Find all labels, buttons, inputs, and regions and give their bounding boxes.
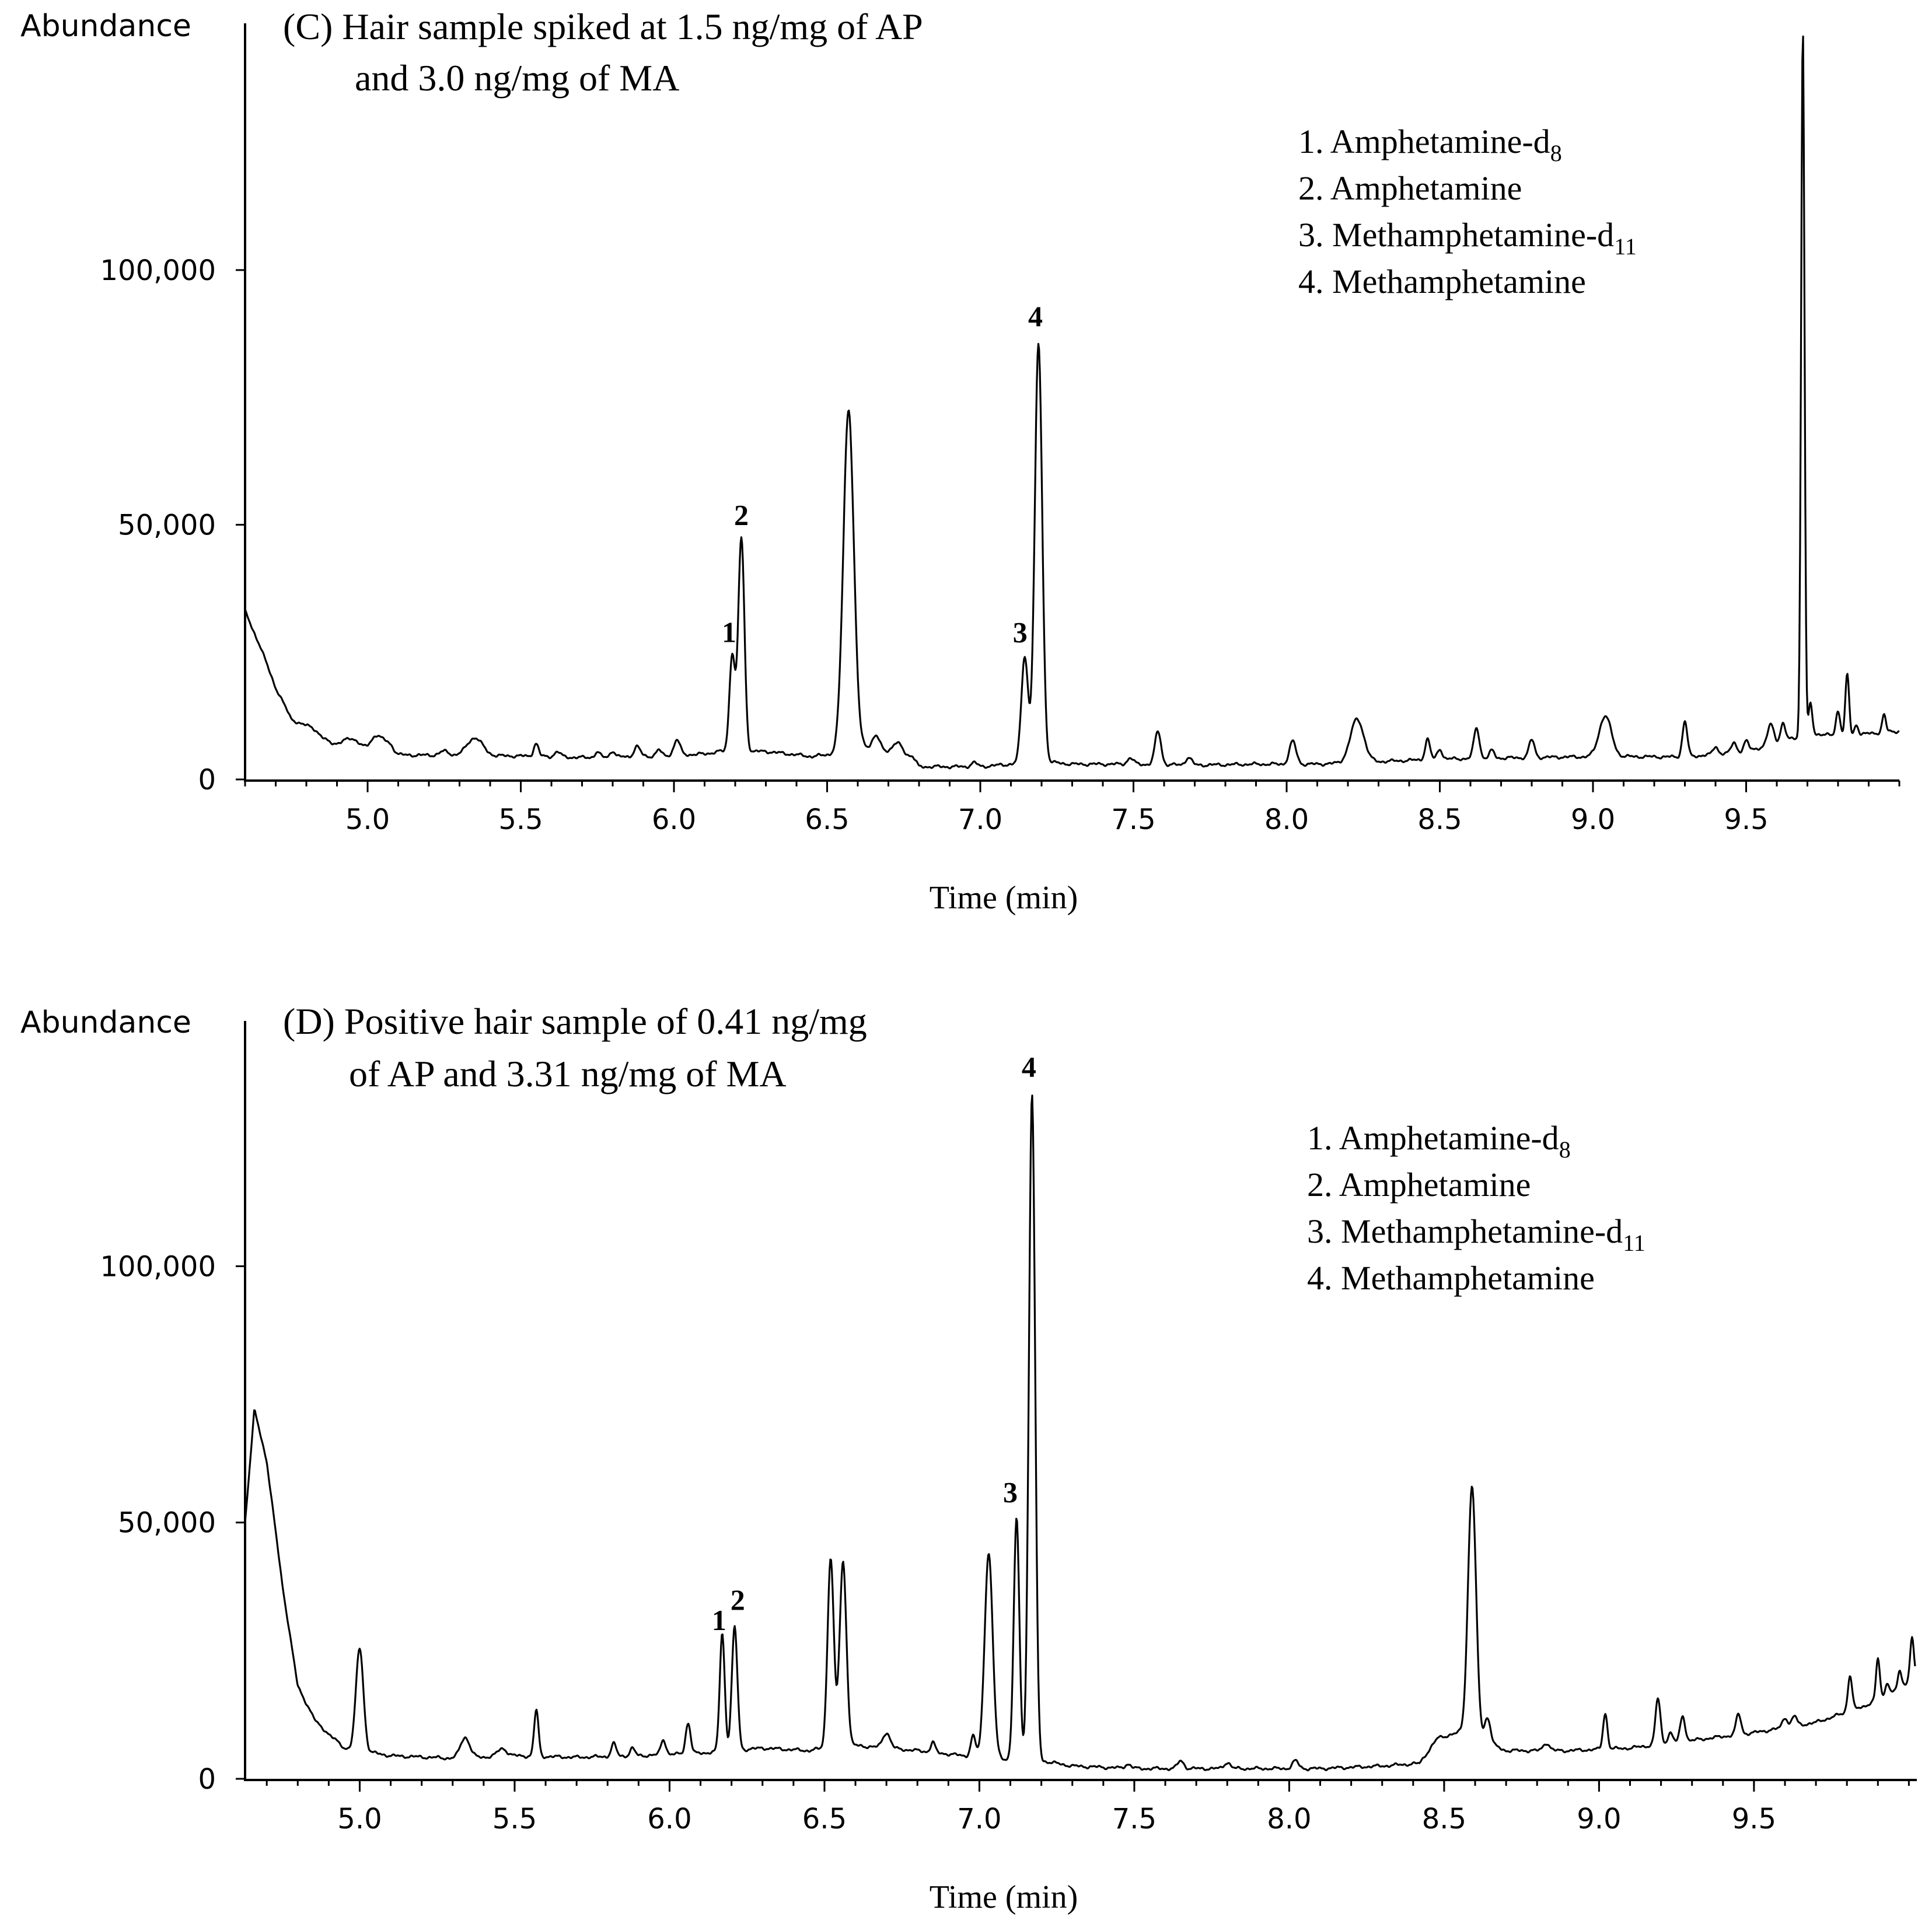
legend-item-3: 3. Methamphetamine-d11 [1298,216,1637,260]
chart-panel-d: Abundance (D) Positive hair sample of 0.… [20,1001,1917,1915]
chromatogram-trace-c [244,35,1900,770]
panel-title-line-1: (D) Positive hair sample of 0.41 ng/mg [283,1001,867,1042]
legend: 1. Amphetamine-d82. Amphetamine 3. Metham… [1307,1119,1645,1297]
chart-panel-c: Abundance (C) Hair sample spiked at 1.5 … [20,6,1900,916]
legend-item-1: 1. Amphetamine-d8 [1307,1119,1571,1163]
legend-item-2: 2. Amphetamine [1298,169,1522,207]
y-axis-ticks: 0 50,000 100,000 [100,1250,245,1796]
y-tick-label: 50,000 [118,1507,216,1540]
peak-label-4: 4 [1028,300,1043,333]
x-tick-label: 9.0 [1577,1803,1621,1835]
x-tick-label: 5.5 [498,803,543,836]
x-tick-label: 8.5 [1422,1803,1466,1835]
x-axis-title: Time (min) [930,880,1078,916]
chromatogram-trace-d [244,1094,1916,1772]
peak-label-1: 1 [722,615,736,648]
x-tick-label: 5.5 [492,1803,537,1835]
peak-label-3: 3 [1003,1476,1018,1509]
peak-label-2: 2 [731,1583,745,1616]
x-tick-label: 9.5 [1732,1803,1776,1835]
x-tick-label: 7.5 [1111,803,1155,836]
x-tick-label: 5.0 [345,803,390,836]
y-axis-ticks: 0 50,000 100,000 [100,254,245,796]
peak-labels: 12 3 4 [712,1050,1036,1636]
peak-label-3: 3 [1013,615,1028,648]
legend-item-1: 1. Amphetamine-d8 [1298,123,1562,166]
x-tick-label: 7.0 [958,803,1002,836]
x-tick-label: 6.0 [652,803,696,836]
legend-item-3: 3. Methamphetamine-d11 [1307,1212,1645,1256]
x-tick-label: 8.5 [1417,803,1462,836]
peak-label-1: 1 [712,1604,726,1636]
y-tick-label: 0 [198,764,216,796]
peak-label-2: 2 [734,498,749,531]
y-tick-label: 50,000 [118,509,216,541]
y-axis-title: Abundance [20,9,191,44]
x-tick-label: 9.0 [1571,803,1615,836]
x-tick-label: 7.5 [1112,1803,1157,1835]
x-axis-ticks: 5.0 5.5 6.0 6.5 7.0 7.5 8.0 8.5 9.0 9.5 [244,781,1900,836]
x-axis-ticks: 5.0 5.5 6.0 6.5 7.0 7.5 8.0 8.5 9.0 9.5 [265,1780,1910,1835]
y-axis-title: Abundance [20,1005,191,1040]
peak-label-4: 4 [1022,1050,1036,1083]
panel-title-line-1: (C) Hair sample spiked at 1.5 ng/mg of A… [283,6,923,47]
y-tick-label: 0 [198,1763,216,1796]
legend-item-4: 4. Methamphetamine [1298,263,1586,300]
panel-title-line-2: and 3.0 ng/mg of MA [355,57,679,99]
legend: 1. Amphetamine-d82. Amphetamine 3. Metham… [1298,123,1637,300]
x-tick-label: 6.0 [647,1803,691,1835]
x-tick-label: 8.0 [1264,803,1309,836]
x-tick-label: 9.5 [1724,803,1768,836]
y-tick-label: 100,000 [100,1250,216,1283]
y-tick-label: 100,000 [100,254,216,287]
legend-item-2: 2. Amphetamine [1307,1166,1531,1204]
legend-item-4: 4. Methamphetamine [1307,1259,1595,1297]
panel-title-line-2: of AP and 3.31 ng/mg of MA [349,1053,787,1094]
x-tick-label: 7.0 [957,1803,1001,1835]
x-tick-label: 6.5 [802,1803,847,1835]
x-tick-label: 8.0 [1267,1803,1311,1835]
x-tick-label: 5.0 [337,1803,382,1835]
x-tick-label: 6.5 [805,803,849,836]
x-axis-title: Time (min) [930,1879,1078,1915]
peak-labels: 1 2 3 4 [722,300,1043,648]
